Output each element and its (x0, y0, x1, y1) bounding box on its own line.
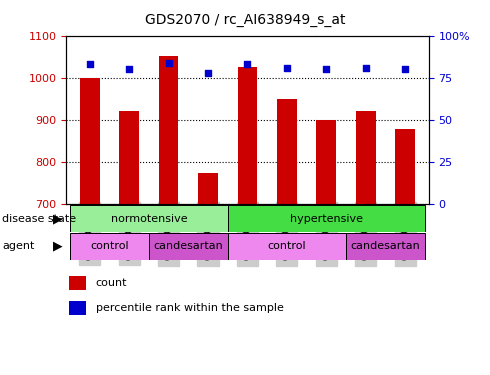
Text: agent: agent (2, 242, 35, 251)
Bar (238, 67, 257, 204)
Bar (198, 173, 218, 204)
Text: control: control (268, 242, 306, 251)
Bar (69, 302, 86, 315)
Text: ▶: ▶ (53, 240, 63, 253)
Bar (346, 233, 425, 260)
Text: hypertensive: hypertensive (290, 214, 363, 223)
Bar (120, 111, 139, 204)
Bar (277, 99, 297, 204)
Text: disease state: disease state (2, 214, 76, 223)
Bar (395, 129, 415, 204)
Bar (356, 111, 375, 204)
Bar (228, 205, 425, 232)
Bar (317, 120, 336, 204)
Point (86, 61, 94, 68)
Text: count: count (96, 278, 127, 288)
Point (125, 66, 133, 72)
Text: candesartan: candesartan (153, 242, 223, 251)
Text: ▶: ▶ (53, 212, 63, 225)
Point (204, 70, 212, 76)
Bar (228, 233, 346, 260)
Point (165, 60, 172, 66)
Text: control: control (90, 242, 129, 251)
Bar (149, 233, 228, 260)
Point (322, 66, 330, 72)
Bar (70, 205, 228, 232)
Text: candesartan: candesartan (350, 242, 420, 251)
Point (283, 64, 291, 70)
Bar (159, 56, 178, 204)
Point (362, 64, 369, 70)
Point (244, 61, 251, 68)
Point (401, 66, 409, 72)
Text: percentile rank within the sample: percentile rank within the sample (96, 303, 283, 313)
Text: GDS2070 / rc_AI638949_s_at: GDS2070 / rc_AI638949_s_at (145, 13, 345, 27)
Text: normotensive: normotensive (111, 214, 187, 223)
Bar (70, 233, 149, 260)
Bar (80, 78, 99, 204)
Bar (69, 276, 86, 290)
